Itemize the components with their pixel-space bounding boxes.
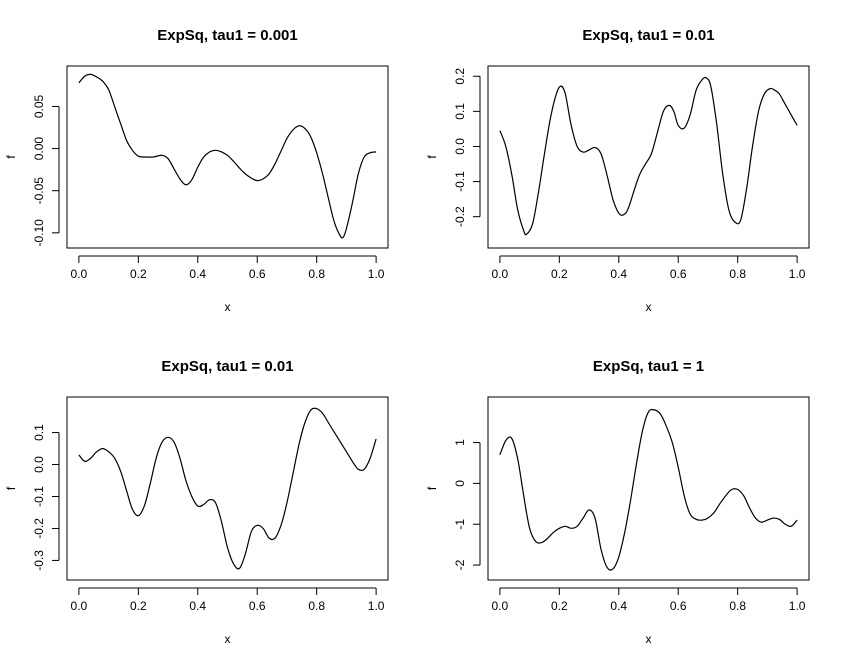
plot-frame bbox=[487, 396, 810, 581]
series-line-1 bbox=[499, 408, 798, 571]
y-tick-label: -0.10 bbox=[32, 219, 46, 247]
x-tick-label: 0.2 bbox=[551, 599, 568, 613]
x-tick-label: 0.4 bbox=[610, 599, 627, 613]
x-axis-label: x bbox=[225, 300, 231, 314]
x-tick-label: 0.0 bbox=[492, 267, 509, 281]
plot-frame bbox=[487, 65, 810, 249]
y-axis-label: f bbox=[4, 486, 18, 490]
plot-frame bbox=[66, 396, 389, 581]
chart-panel-3: ExpSq, tau1 = 0.01 0.0 0.2 0.4 0.6 0.8 1.0 x -0.… bbox=[4, 358, 389, 646]
chart-panel-2: ExpSq, tau1 = 0.01 0.0 0.2 0.4 0.6 0.8 1.0 x -0.… bbox=[425, 27, 810, 314]
chart-panel-1: ExpSq, tau1 = 0.001 0.0 0.2 0.4 0.6 0.8 1.0 x -0… bbox=[4, 27, 389, 314]
x-axis-label: x bbox=[646, 300, 652, 314]
y-tick-label: -1 bbox=[453, 519, 467, 530]
y-axis-label: f bbox=[4, 155, 18, 159]
y-tick-label: -0.1 bbox=[32, 486, 46, 507]
y-tick-label: -0.05 bbox=[32, 177, 46, 205]
x-tick-label: 0.6 bbox=[249, 599, 266, 613]
x-tick-label: 0.8 bbox=[729, 599, 746, 613]
x-tick-label: 0.0 bbox=[71, 599, 88, 613]
y-tick-label: -0.3 bbox=[32, 550, 46, 571]
x-tick-label: 0.4 bbox=[610, 267, 627, 281]
y-tick-label: 0.2 bbox=[453, 68, 467, 85]
plot-frame bbox=[66, 65, 389, 249]
x-tick-label: 0.8 bbox=[308, 599, 325, 613]
y-tick-label: -0.1 bbox=[453, 171, 467, 192]
y-tick-label: -0.2 bbox=[453, 206, 467, 227]
y-tick-label: 0 bbox=[453, 480, 467, 487]
y-tick-label: 0.00 bbox=[32, 137, 46, 161]
x-tick-label: 1.0 bbox=[789, 267, 806, 281]
x-tick-label: 0.8 bbox=[308, 267, 325, 281]
chart-panel-4: ExpSq, tau1 = 1 0.0 0.2 0.4 0.6 0.8 1.0 x -2 -1 0 1… bbox=[425, 358, 810, 646]
y-tick-label: -2 bbox=[453, 559, 467, 570]
x-tick-label: 1.0 bbox=[368, 267, 385, 281]
series-line-1 bbox=[499, 76, 798, 236]
y-tick-label: 0.05 bbox=[32, 94, 46, 118]
y-tick-label: 0.0 bbox=[32, 456, 46, 473]
x-tick-label: 0.2 bbox=[130, 599, 147, 613]
y-tick-label: -0.2 bbox=[32, 518, 46, 539]
y-tick-label: 0.1 bbox=[32, 424, 46, 441]
x-tick-label: 1.0 bbox=[368, 599, 385, 613]
x-tick-label: 0.0 bbox=[71, 267, 88, 281]
chart-title: ExpSq, tau1 = 0.01 bbox=[161, 358, 293, 375]
x-tick-label: 0.4 bbox=[189, 267, 206, 281]
y-axis-label: f bbox=[425, 155, 439, 159]
x-tick-label: 0.2 bbox=[130, 267, 147, 281]
x-tick-label: 1.0 bbox=[789, 599, 806, 613]
x-tick-label: 0.6 bbox=[249, 267, 266, 281]
chart-title: ExpSq, tau1 = 0.001 bbox=[157, 27, 298, 44]
x-tick-label: 0.0 bbox=[492, 599, 509, 613]
series-line-1 bbox=[78, 73, 377, 239]
x-tick-label: 0.6 bbox=[670, 267, 687, 281]
series-line-1 bbox=[78, 407, 377, 570]
y-tick-label: 1 bbox=[453, 439, 467, 446]
x-tick-label: 0.6 bbox=[670, 599, 687, 613]
x-tick-label: 0.2 bbox=[551, 267, 568, 281]
chart-title: ExpSq, tau1 = 1 bbox=[593, 358, 704, 375]
x-axis-label: x bbox=[225, 632, 231, 646]
chart-title: ExpSq, tau1 = 0.01 bbox=[582, 27, 714, 44]
x-tick-label: 0.4 bbox=[189, 599, 206, 613]
x-tick-label: 0.8 bbox=[729, 267, 746, 281]
x-axis-label: x bbox=[646, 632, 652, 646]
y-axis-label: f bbox=[425, 486, 439, 490]
y-tick-label: 0.1 bbox=[453, 103, 467, 120]
y-tick-label: 0.0 bbox=[453, 138, 467, 155]
